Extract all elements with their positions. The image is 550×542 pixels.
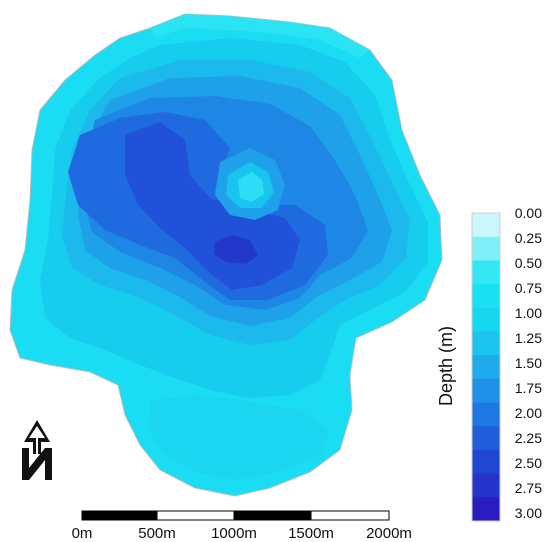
scale-label-0: 0m <box>72 525 93 542</box>
colorbar-band <box>472 331 500 356</box>
scale-label-500: 500m <box>138 525 176 542</box>
colorbar-tick-label: 1.00 <box>515 305 542 321</box>
colorbar-band <box>472 449 500 475</box>
scale-label-2000: 2000m <box>366 525 412 542</box>
colorbar-border <box>471 212 501 522</box>
depth-zone-south <box>148 395 330 480</box>
colorbar-band <box>472 473 500 498</box>
colorbar-tick-label: 0.00 <box>515 205 542 221</box>
depth-zone-7 <box>214 235 258 264</box>
colorbar-tick-label: 1.75 <box>515 380 542 396</box>
colorbar-tick-label: 2.75 <box>515 480 542 496</box>
colorbar-band <box>472 426 500 451</box>
colorbar-band <box>472 260 500 285</box>
scale-label-1500: 1500m <box>288 525 334 542</box>
depth-zone-6 <box>125 122 300 290</box>
colorbar-tick-label: 1.50 <box>515 355 542 371</box>
depth-zone-shoal-top <box>238 172 264 202</box>
colorbar-band <box>472 378 500 404</box>
colorbar-tick-label: 2.25 <box>515 430 542 446</box>
lake-bathymetry <box>9 13 443 497</box>
scale-label-1000: 1000m <box>211 525 257 542</box>
colorbar-band <box>472 236 500 261</box>
colorbar-tick-label: 2.00 <box>515 405 542 421</box>
colorbar-band <box>472 307 500 332</box>
colorbar-band <box>472 497 500 522</box>
colorbar-tick-label: 3.00 <box>515 505 542 521</box>
colorbar-tick-label: 2.50 <box>515 455 542 471</box>
scale-bar <box>81 510 390 521</box>
colorbar-tick-label: 1.25 <box>515 330 542 346</box>
depth-colorbar <box>471 212 501 522</box>
colorbar-band <box>472 402 500 427</box>
legend-title: Depth (m) <box>436 326 456 406</box>
colorbar-tick-label: 0.50 <box>515 255 542 271</box>
colorbar-band <box>472 213 500 238</box>
north-arrow-icon <box>22 420 52 480</box>
depth-colorbar-ticks: 0.00 0.25 0.50 0.75 1.00 1.25 1.50 1.75 2.00 2.25… <box>515 205 542 521</box>
colorbar-tick-label: 0.75 <box>515 280 542 296</box>
colorbar-tick-label: 0.25 <box>515 230 542 246</box>
colorbar-band <box>472 355 500 380</box>
colorbar-band <box>472 284 500 309</box>
depth-zone-nw-shallow <box>150 14 370 58</box>
